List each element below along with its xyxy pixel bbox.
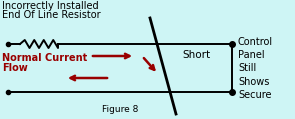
Text: Short: Short bbox=[182, 50, 210, 60]
Text: Normal Current: Normal Current bbox=[2, 53, 87, 63]
Text: End Of Line Resistor: End Of Line Resistor bbox=[2, 10, 101, 20]
Text: Incorrectly Installed: Incorrectly Installed bbox=[2, 1, 99, 11]
Text: Control
Panel
Still
Shows
Secure: Control Panel Still Shows Secure bbox=[238, 37, 273, 100]
Text: Flow: Flow bbox=[2, 63, 28, 73]
Text: Figure 8: Figure 8 bbox=[102, 105, 138, 114]
